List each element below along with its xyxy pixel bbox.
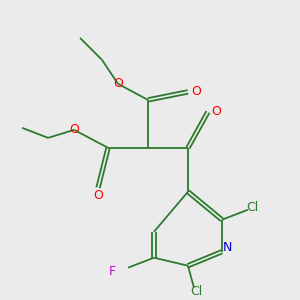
- Text: O: O: [113, 77, 123, 90]
- Text: N: N: [223, 241, 232, 254]
- Text: O: O: [93, 189, 103, 202]
- Text: O: O: [69, 123, 79, 136]
- Text: Cl: Cl: [190, 285, 202, 298]
- Text: O: O: [191, 85, 201, 98]
- Text: Cl: Cl: [246, 201, 258, 214]
- Text: F: F: [109, 265, 116, 278]
- Text: O: O: [211, 105, 221, 119]
